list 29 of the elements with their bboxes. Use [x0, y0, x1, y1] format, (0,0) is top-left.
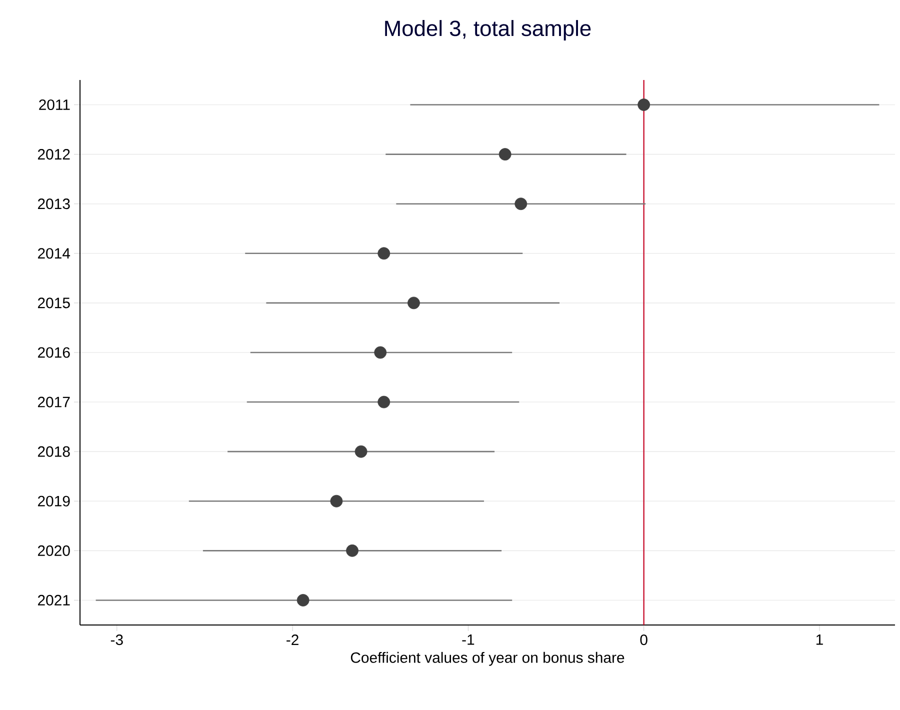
y-tick-label: 2017	[38, 396, 70, 408]
x-tick-label: 1	[816, 634, 823, 645]
y-tick-label: 2018	[38, 446, 70, 457]
y-tick-label: 2011	[39, 99, 70, 110]
point	[296, 594, 310, 606]
point	[354, 445, 368, 458]
point	[330, 494, 343, 508]
x-tick-label: -1	[462, 634, 474, 645]
point	[514, 198, 528, 210]
point	[638, 98, 650, 111]
y-tick-label: 2021	[38, 594, 70, 606]
chart-title: Model 3, total sample	[385, 20, 591, 40]
x-tick-label: 0	[640, 634, 648, 646]
point	[498, 148, 512, 161]
point	[378, 247, 390, 260]
point	[378, 396, 390, 408]
x-tick-label: -2	[286, 634, 298, 645]
y-tick-label: 2016	[38, 347, 70, 358]
y-tick-label: 2020	[38, 545, 70, 556]
y-tick-label: 2015	[38, 298, 70, 308]
y-tick-label: 2013	[38, 198, 70, 210]
x-axis-title: Coefficient values of year on bonus share	[350, 652, 624, 666]
point	[374, 346, 387, 359]
y-tick-label: 2014	[38, 248, 70, 259]
y-tick-label: 2012	[38, 149, 70, 160]
x-tick-label: -3	[110, 634, 123, 646]
point	[346, 544, 358, 557]
point	[408, 296, 420, 310]
y-tick-label: 2019	[38, 496, 70, 506]
